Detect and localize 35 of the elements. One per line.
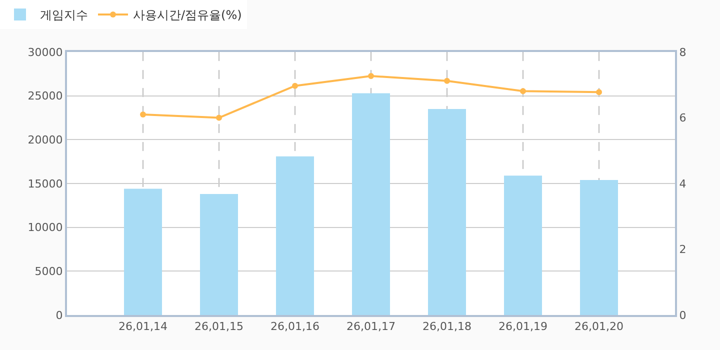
point bbox=[596, 89, 602, 96]
x-tick-label: 26,01,14 bbox=[118, 320, 168, 334]
y-tick-label: 25000 bbox=[28, 90, 63, 103]
y2-tick-label: 8 bbox=[679, 46, 686, 59]
x-tick-label: 26,01,17 bbox=[346, 320, 396, 334]
y-tick-label: 30000 bbox=[28, 46, 63, 59]
y2-tick-label: 6 bbox=[679, 112, 686, 125]
x-tick-label: 26,01,19 bbox=[498, 320, 548, 334]
point bbox=[444, 78, 450, 84]
legend-label: 사용시간/점유율(%) bbox=[133, 8, 242, 22]
x-tick-label: 26,01,20 bbox=[574, 320, 624, 334]
bar bbox=[580, 180, 618, 315]
y-tick-label: 15000 bbox=[28, 177, 63, 190]
y-tick-label: 20000 bbox=[28, 134, 63, 147]
bar bbox=[276, 156, 314, 315]
y-tick-label: 10000 bbox=[28, 221, 63, 234]
bar bbox=[504, 176, 542, 315]
legend-label: 게임지수 bbox=[40, 8, 88, 22]
point bbox=[292, 82, 298, 89]
point bbox=[216, 114, 222, 121]
y2-tick-label: 2 bbox=[679, 243, 686, 256]
point bbox=[140, 111, 146, 118]
y2-tick-label: 4 bbox=[679, 177, 686, 190]
x-tick-label: 26,01,15 bbox=[194, 320, 244, 334]
x-tick-label: 26,01,18 bbox=[422, 320, 472, 334]
x-tick-label: 26,01,16 bbox=[270, 320, 320, 334]
y-tick-label: 5000 bbox=[34, 265, 63, 278]
point bbox=[520, 88, 526, 94]
bar bbox=[428, 108, 466, 315]
bar bbox=[352, 93, 390, 315]
bar bbox=[200, 194, 238, 315]
bar bbox=[124, 188, 162, 315]
y-tick-label: 0 bbox=[56, 308, 63, 322]
point bbox=[368, 73, 374, 79]
y2-tick-label: 0 bbox=[679, 308, 686, 322]
